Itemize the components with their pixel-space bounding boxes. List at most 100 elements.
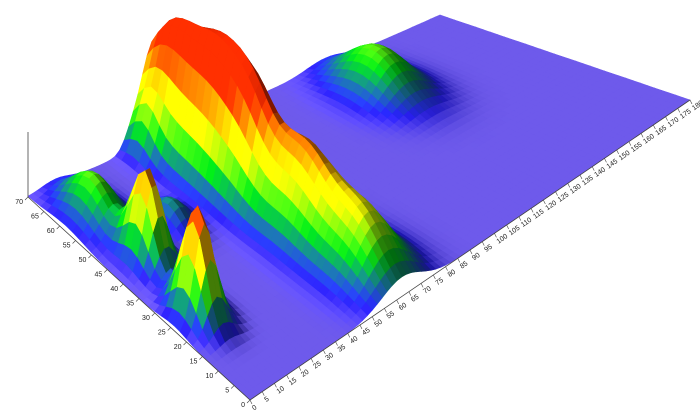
- x-tick: [323, 349, 326, 355]
- x-tick: [591, 166, 595, 171]
- x-tick-label: 45: [361, 327, 371, 337]
- x-tick: [249, 399, 253, 405]
- y-tick: [56, 225, 60, 230]
- x-tick-label: 100: [496, 233, 510, 245]
- y-tick-label: 0: [241, 402, 245, 409]
- x-tick: [616, 149, 619, 155]
- y-tick: [104, 269, 108, 273]
- x-tick-label: 15: [288, 377, 298, 387]
- x-tick-label: 70: [422, 285, 432, 295]
- x-tick: [445, 266, 448, 271]
- y-tick-label: 45: [94, 271, 102, 278]
- x-tick-label: 55: [386, 310, 396, 320]
- x-tick-label: 130: [569, 183, 583, 195]
- x-tick-label: 145: [606, 158, 620, 170]
- x-tick: [543, 199, 546, 205]
- x-tick-label: 85: [459, 260, 469, 270]
- x-tick-label: 65: [410, 294, 420, 304]
- x-tick: [567, 183, 571, 188]
- y-tick: [215, 370, 219, 375]
- x-tick: [628, 141, 632, 146]
- x-tick-label: 110: [520, 217, 533, 229]
- x-tick: [384, 308, 387, 313]
- y-tick-label: 65: [31, 213, 39, 220]
- x-tick-label: 90: [471, 252, 481, 262]
- x-tick: [286, 374, 289, 380]
- x-tick: [518, 216, 522, 221]
- x-tick: [689, 99, 693, 105]
- y-tick-label: 15: [190, 358, 198, 365]
- x-tick-label: 125: [557, 191, 571, 203]
- x-tick: [481, 241, 485, 246]
- x-tick: [408, 291, 412, 296]
- y-tick: [151, 312, 156, 317]
- y-tick: [24, 196, 29, 201]
- x-tick: [677, 108, 681, 113]
- x-tick-label: 150: [618, 150, 632, 162]
- y-tick: [230, 385, 235, 389]
- x-tick-label: 5: [263, 396, 270, 404]
- x-tick-label: 10: [276, 385, 286, 395]
- x-tick: [653, 124, 656, 130]
- x-tick-label: 165: [655, 125, 669, 137]
- x-tick: [555, 191, 558, 196]
- x-tick: [665, 116, 668, 121]
- y-tick: [40, 211, 45, 215]
- x-tick-label: 155: [630, 141, 644, 153]
- x-tick: [347, 333, 351, 338]
- x-tick: [274, 383, 277, 388]
- y-tick-label: 70: [15, 199, 23, 206]
- x-tick: [530, 208, 534, 213]
- y-tick-label: 50: [79, 257, 87, 264]
- x-tick-label: 60: [398, 302, 408, 312]
- y-tick: [199, 356, 203, 360]
- x-tick-label: 115: [532, 208, 545, 220]
- x-tick-label: 160: [642, 133, 656, 145]
- y-tick: [72, 240, 76, 244]
- x-tick: [640, 133, 644, 138]
- x-tick-label: 80: [447, 269, 457, 279]
- y-tick: [167, 327, 171, 331]
- x-tick-label: 170: [667, 116, 681, 128]
- x-tick: [420, 283, 424, 288]
- x-tick: [433, 274, 436, 280]
- x-tick: [261, 391, 265, 396]
- y-tick-label: 25: [158, 329, 166, 336]
- y-tick-label: 20: [174, 344, 182, 351]
- x-tick-label: 180: [691, 100, 700, 112]
- y-tick-label: 60: [47, 228, 55, 235]
- y-tick: [246, 399, 251, 404]
- x-tick-label: 95: [483, 244, 493, 254]
- x-tick-label: 25: [312, 360, 322, 370]
- x-tick-label: 50: [373, 319, 383, 329]
- x-tick: [506, 224, 509, 230]
- x-tick: [396, 299, 399, 305]
- x-tick-label: 30: [325, 352, 335, 362]
- y-tick: [135, 298, 140, 302]
- y-tick-label: 35: [126, 300, 134, 307]
- x-tick-label: 0: [251, 404, 258, 410]
- x-tick-label: 75: [435, 277, 445, 287]
- x-tick: [371, 316, 375, 321]
- surface: [27, 14, 691, 401]
- x-tick: [579, 174, 583, 180]
- x-tick-label: 140: [593, 166, 607, 178]
- y-tick: [88, 254, 92, 259]
- y-tick: [183, 341, 187, 346]
- y-tick-label: 55: [63, 242, 71, 249]
- x-tick-label: 40: [349, 335, 359, 345]
- x-tick: [359, 324, 363, 330]
- x-tick: [298, 366, 302, 371]
- y-tick-label: 5: [225, 387, 229, 394]
- x-tick: [604, 158, 607, 163]
- x-tick: [494, 233, 497, 238]
- x-tick-label: 105: [508, 225, 522, 237]
- x-tick: [457, 258, 461, 263]
- x-tick: [335, 341, 338, 346]
- x-tick-label: 120: [545, 200, 559, 212]
- y-tick-label: 30: [142, 315, 150, 322]
- x-tick: [469, 249, 473, 255]
- y-tick-label: 40: [110, 286, 118, 293]
- x-tick-label: 35: [337, 344, 347, 354]
